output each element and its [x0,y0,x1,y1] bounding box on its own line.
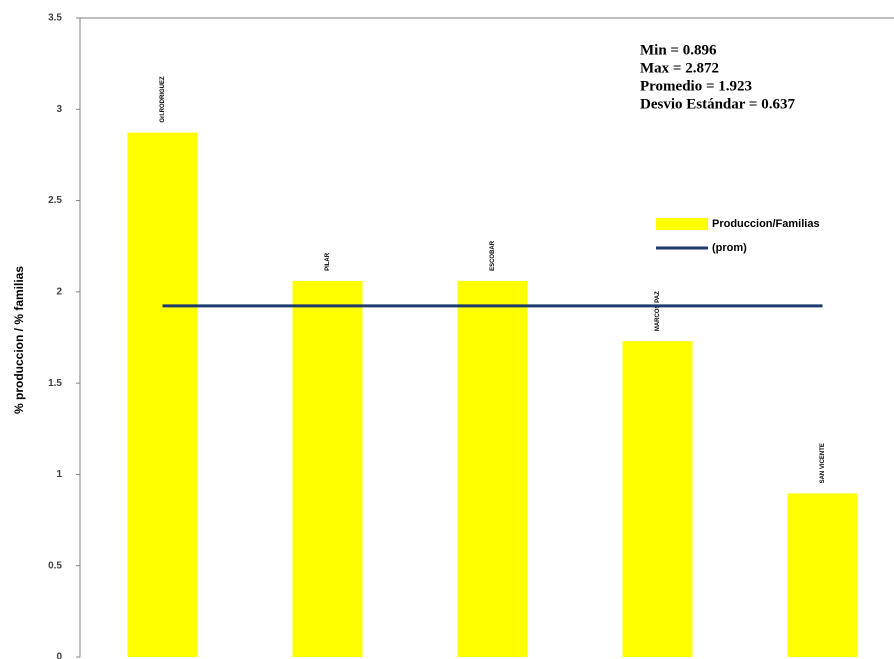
legend-swatch [656,218,708,230]
stats-annotation: Desvio Estándar = 0.637 [640,96,795,112]
category-label: Grl.RODRIGUEZ [160,76,166,123]
y-tick-label: 3 [56,104,62,115]
stats-annotation: Promedio = 1.923 [640,78,752,94]
bar [787,493,858,657]
bar [292,280,363,657]
legend-label: Produccion/Familias [712,218,820,230]
stats-annotation: Max = 2.872 [640,60,719,76]
y-axis-label: % produccion / % familias [12,266,26,414]
category-label: MARCOS PAZ [655,291,661,331]
y-tick-label: 1 [56,469,62,480]
bar [127,132,198,658]
y-tick-label: 1.5 [48,378,62,389]
y-tick-label: 2 [56,286,62,297]
stats-annotation: Min = 0.896 [640,42,717,58]
y-tick-label: 0 [56,652,62,659]
bar [622,341,693,657]
category-label: SAN VICENTE [820,443,826,483]
y-tick-label: 2.5 [48,195,62,206]
legend-label: (prom) [712,242,747,254]
y-tick-label: 3.5 [48,13,62,24]
category-label: ESCOBAR [490,240,496,271]
bar [457,280,528,657]
y-tick-label: 0.5 [48,560,62,571]
category-label: PILAR [325,252,331,271]
